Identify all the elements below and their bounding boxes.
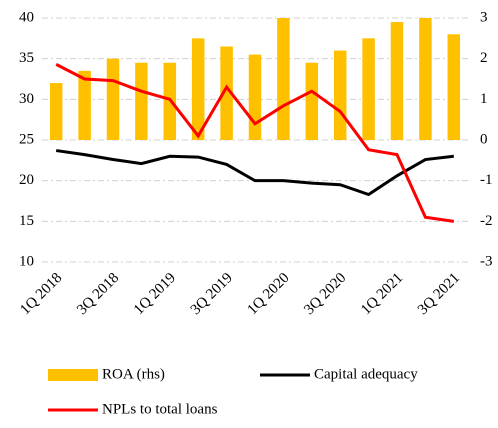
legend-swatch: [48, 369, 98, 381]
x-tick-label: 1Q 2021: [358, 270, 406, 318]
bar: [106, 58, 120, 140]
legend-label: Capital adequacy: [314, 366, 418, 382]
y-tick-label: 10: [19, 253, 34, 269]
bar: [419, 18, 432, 140]
y2-tick-label: 3: [480, 9, 488, 25]
y2-tick-label: 0: [480, 131, 488, 147]
bar: [135, 62, 148, 140]
x-tick-label: 3Q 2020: [301, 270, 349, 318]
bar: [277, 18, 290, 140]
x-tick-label: 3Q 2018: [74, 270, 122, 318]
bar: [333, 50, 347, 140]
y2-tick-label: 1: [480, 91, 488, 107]
bar: [390, 22, 404, 140]
bar: [78, 70, 91, 140]
y-tick-label: 25: [19, 131, 34, 147]
y2-tick-label: -1: [480, 172, 493, 188]
x-tick-label: 1Q 2019: [131, 270, 179, 318]
y-tick-label: 40: [19, 9, 34, 25]
y2-tick-label: 2: [480, 50, 488, 66]
y2-tick-label: -3: [480, 253, 493, 269]
y-tick-label: 35: [19, 50, 34, 66]
bar: [191, 38, 205, 141]
x-tick-label: 1Q 2020: [245, 270, 293, 318]
line: [55, 63, 455, 223]
bar: [248, 54, 262, 140]
legend-label: NPLs to total loans: [102, 401, 218, 417]
y-tick-label: 15: [19, 213, 34, 229]
line: [55, 149, 454, 197]
x-tick-label: 1Q 2018: [17, 270, 65, 318]
y-tick-label: 20: [19, 172, 34, 188]
legend-label: ROA (rhs): [102, 366, 165, 382]
bar: [49, 83, 63, 140]
y2-tick-label: -2: [480, 213, 493, 229]
bar: [362, 38, 375, 141]
bar: [447, 34, 461, 141]
x-tick-label: 3Q 2021: [415, 270, 463, 318]
x-tick-label: 3Q 2019: [188, 270, 236, 318]
bar: [305, 62, 319, 140]
bar: [220, 46, 233, 140]
y-tick-label: 30: [19, 91, 34, 107]
